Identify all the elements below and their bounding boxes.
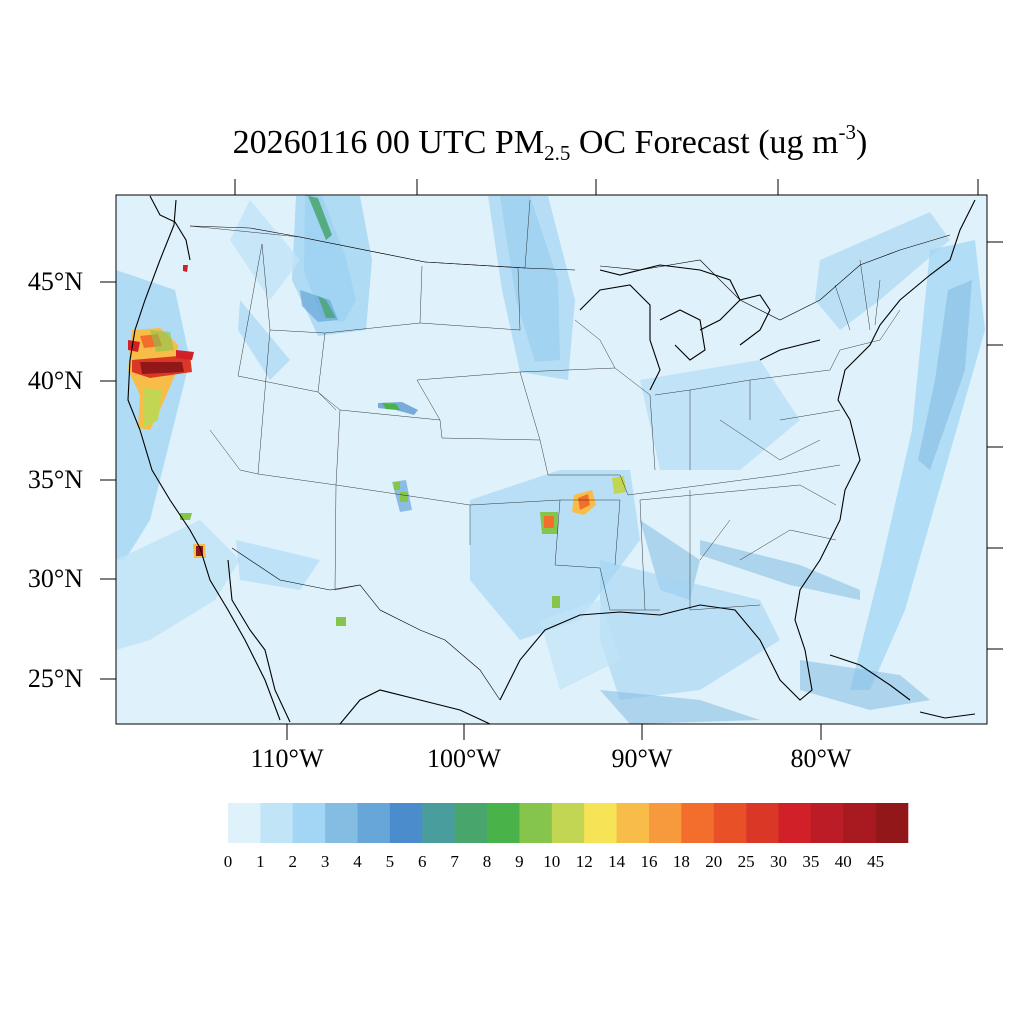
colorbar-tick-label: 35 [802,852,820,871]
plume-gulf [600,690,760,724]
colorbar-tick-label: 30 [769,852,787,871]
lon-label-110w: 110°W [250,744,324,773]
plume-southeast-streaks [700,540,860,600]
colorbar-tick-label: 14 [608,852,626,871]
colorbar-swatch [778,803,812,843]
plume-mississippi [470,470,640,640]
colorbar-swatch [648,803,682,843]
colorbar-swatch [551,803,585,843]
colorbar-swatch [325,803,358,843]
colorbar-swatch [746,803,779,843]
frame-tickmarks [100,179,1003,740]
colorbar-swatch [487,803,520,843]
colorbar-swatch [228,803,261,843]
state-boundaries [189,199,901,611]
colorbar-tick-label: 4 [353,852,362,871]
colorbar [228,803,909,843]
lon-label-90w: 90°W [611,744,673,773]
colorbar-tick-label: 40 [834,852,852,871]
colorbar-swatch [810,803,844,843]
colorbar-swatch [681,803,715,843]
lat-label-45: 45°N [27,267,83,296]
map-frame [115,194,988,725]
colorbar-tick-label: 10 [543,852,561,871]
plume-northeast [815,212,950,330]
colorbar-swatch [422,803,455,843]
colorbar-swatch [584,803,617,843]
colorbar-tick-label: 18 [672,852,690,871]
international-borders [189,225,951,701]
colorbar-tick-label: 12 [575,852,593,871]
colorbar-tick-label: 9 [515,852,524,871]
lat-label-30: 30°N [27,564,83,593]
lat-label-35: 35°N [27,465,83,494]
lon-label-80w: 80°W [790,744,852,773]
colorbar-swatch [616,803,650,843]
colorbar-swatch [875,803,909,843]
hotspot-oklahoma-texas [540,512,558,534]
colorbar-tick-label: 25 [737,852,755,871]
lon-label-100w: 100°W [427,744,501,773]
lat-label-25: 25°N [27,664,83,693]
fire-hotspots [128,265,626,626]
colorbar-swatch [260,803,294,843]
hotspot-arkansas [572,476,626,515]
hotspot-northern-california [128,328,194,430]
colorbar-swatch [454,803,488,843]
colorbar-swatch [713,803,747,843]
colorbar-tick-label: 3 [320,852,330,871]
colorbar-tick-label: 0 [223,852,233,871]
colorbar-swatch [292,803,326,843]
colorbar-swatch [843,803,876,843]
colorbar-swatch [357,803,391,843]
colorbar-swatch [389,803,423,843]
colorbar-swatch [519,803,553,843]
colorbar-tick-label: 5 [385,852,395,871]
coastlines [127,195,976,724]
colorbar-tick-label: 16 [640,852,658,871]
colorbar-tick-label: 45 [867,852,885,871]
colorbar-tick-label: 1 [256,852,265,871]
colorbar-tick-label: 8 [482,852,492,871]
colorbar-tick-label: 7 [450,852,459,871]
lat-label-40: 40°N [27,366,83,395]
colorbar-tick-label: 6 [418,852,427,871]
colorbar-tick-label: 2 [288,852,298,871]
map-title: 20260116 00 UTC PM2.5 OC Forecast (ug m-… [232,120,868,165]
colorbar-tick-label: 20 [705,852,723,871]
